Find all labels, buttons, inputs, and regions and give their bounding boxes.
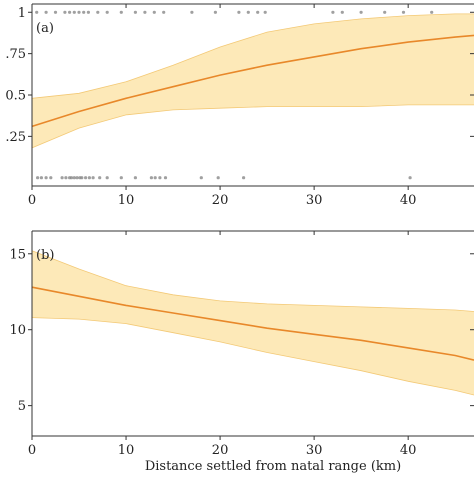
x-tick-label: 10 bbox=[118, 443, 135, 458]
data-point-y1 bbox=[401, 10, 406, 14]
confidence-band bbox=[32, 13, 474, 148]
data-point-y0 bbox=[199, 176, 203, 180]
data-point-y1 bbox=[237, 10, 241, 14]
y-tick-label: .75 bbox=[5, 47, 26, 62]
data-point-y1 bbox=[246, 10, 250, 14]
panel-b: 0 10 20 30 40 5 10 15 (b) Distance settled from n… bbox=[9, 230, 474, 474]
x-axis-title: Distance settled from natal range (km) bbox=[145, 459, 401, 474]
y-tick-label: 15 bbox=[9, 247, 26, 262]
data-point-y1 bbox=[143, 10, 147, 14]
panel-a: 0 10 20 30 40 .25 0.5 .75 1 (a) bbox=[5, 3, 474, 208]
data-point-y1 bbox=[359, 10, 363, 14]
data-point-y1 bbox=[133, 10, 137, 14]
data-point-y0 bbox=[64, 176, 68, 180]
x-tick-label: 30 bbox=[306, 193, 323, 208]
y-tick-label: 0.5 bbox=[5, 89, 26, 104]
x-tick-label: 40 bbox=[400, 193, 417, 208]
band-lower-edge bbox=[31, 317, 474, 396]
data-point-y0 bbox=[87, 176, 91, 180]
panel-label: (b) bbox=[36, 248, 54, 263]
data-point-y0 bbox=[39, 176, 44, 180]
data-point-y0 bbox=[84, 176, 88, 180]
data-point-y0 bbox=[69, 176, 74, 180]
data-point-y0 bbox=[49, 176, 53, 180]
data-point-y0 bbox=[242, 176, 246, 180]
x-tick-label: 30 bbox=[306, 443, 323, 458]
data-point-y0 bbox=[91, 176, 95, 180]
data-point-y1 bbox=[190, 10, 194, 14]
x-tick-label: 20 bbox=[212, 443, 229, 458]
data-point-y1 bbox=[162, 10, 166, 14]
data-point-y0 bbox=[119, 176, 123, 180]
data-point-y1 bbox=[63, 10, 67, 14]
data-point-y0 bbox=[216, 176, 220, 180]
y-tick-label: .25 bbox=[5, 130, 26, 145]
data-point-y0 bbox=[44, 176, 48, 180]
data-point-y0 bbox=[60, 176, 64, 180]
band-upper-edge bbox=[31, 13, 474, 99]
data-point-y1 bbox=[263, 10, 267, 14]
data-point-y1 bbox=[383, 10, 387, 14]
data-point-y1 bbox=[105, 10, 109, 14]
data-point-y0 bbox=[149, 176, 153, 180]
data-point-y1 bbox=[119, 10, 123, 14]
data-point-y1 bbox=[44, 10, 48, 14]
data-point-y0 bbox=[153, 176, 157, 180]
x-tick-label: 20 bbox=[212, 193, 229, 208]
fitted-line bbox=[31, 286, 474, 361]
data-point-y1 bbox=[96, 10, 100, 14]
x-tick-label: 40 bbox=[400, 443, 417, 458]
data-point-y1 bbox=[256, 10, 260, 14]
data-point-y0 bbox=[158, 176, 162, 180]
data-point-y0 bbox=[98, 176, 102, 180]
data-point-y0 bbox=[75, 176, 79, 180]
data-point-y0 bbox=[163, 176, 168, 180]
data-point-y0 bbox=[72, 176, 76, 180]
x-tick-label: 0 bbox=[28, 443, 36, 458]
data-point-y1 bbox=[86, 10, 90, 14]
y-tick-label: 5 bbox=[18, 399, 26, 414]
fitted-line bbox=[31, 34, 474, 128]
data-point-y1 bbox=[331, 10, 335, 14]
y-tick-label: 10 bbox=[9, 323, 26, 338]
panel-label: (a) bbox=[36, 21, 54, 36]
band-upper-edge bbox=[31, 250, 474, 312]
data-point-y1 bbox=[68, 10, 72, 14]
data-point-y1 bbox=[53, 10, 58, 14]
confidence-band bbox=[32, 250, 474, 395]
data-point-y1 bbox=[340, 10, 344, 14]
data-point-y1 bbox=[152, 10, 156, 14]
data-point-y0 bbox=[105, 176, 109, 180]
data-point-y0 bbox=[80, 176, 84, 180]
data-point-y1 bbox=[82, 10, 86, 14]
data-point-y1 bbox=[35, 10, 39, 14]
x-tick-label: 0 bbox=[28, 193, 36, 208]
data-point-y0 bbox=[133, 176, 137, 180]
y-tick-label: 1 bbox=[18, 6, 26, 21]
x-tick-label: 10 bbox=[118, 193, 135, 208]
data-point-y0 bbox=[36, 176, 40, 180]
data-point-y1 bbox=[72, 10, 76, 14]
data-point-y1 bbox=[213, 10, 217, 14]
data-point-y1 bbox=[430, 10, 434, 14]
band-lower-edge bbox=[31, 104, 474, 149]
data-point-y0 bbox=[408, 176, 412, 180]
data-point-y1 bbox=[77, 10, 81, 14]
